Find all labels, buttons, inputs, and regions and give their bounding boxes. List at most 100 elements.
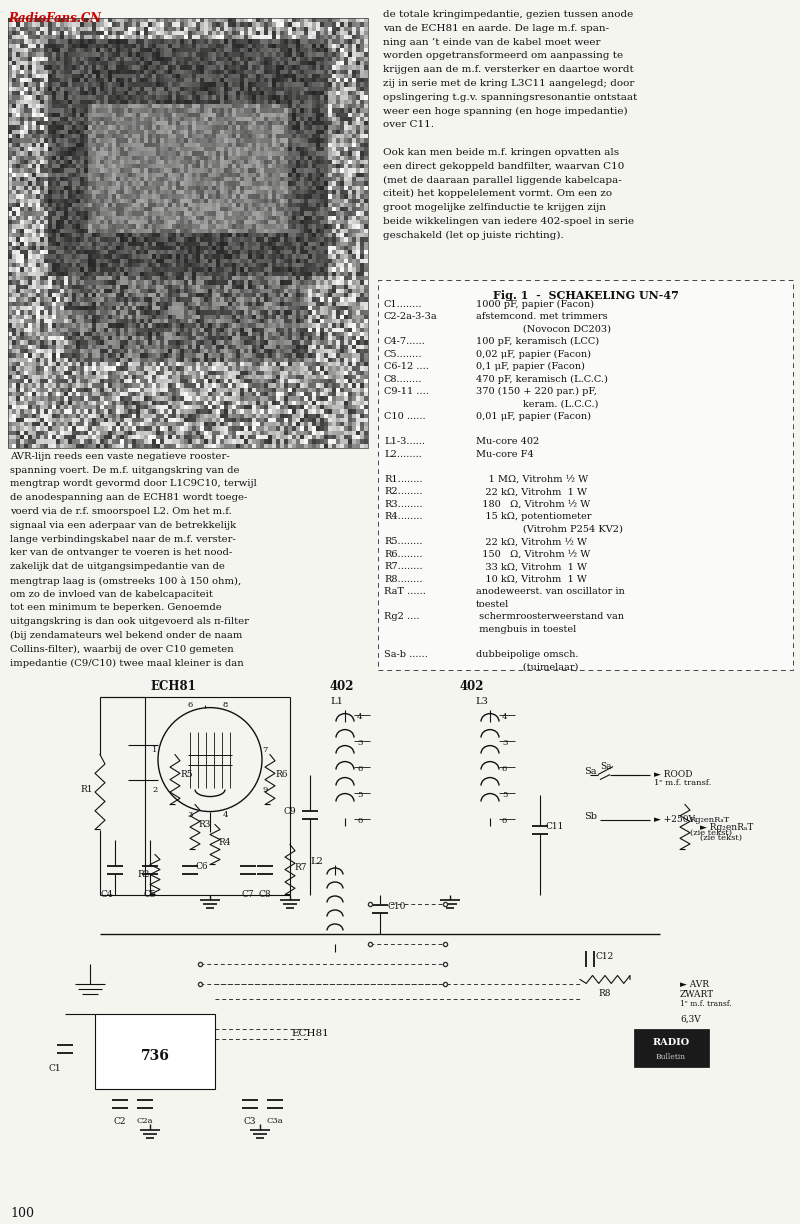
Text: 1 MΩ, Vitrohm ½ W: 1 MΩ, Vitrohm ½ W <box>476 475 588 483</box>
Text: R8: R8 <box>598 989 611 999</box>
Text: 0: 0 <box>357 816 362 825</box>
Text: C9-11 ....: C9-11 .... <box>384 387 429 397</box>
Text: R4: R4 <box>218 838 230 847</box>
Bar <box>8 18 368 448</box>
Text: 5: 5 <box>357 791 362 798</box>
Text: 22 kΩ, Vitrohm ½ W: 22 kΩ, Vitrohm ½ W <box>476 537 587 546</box>
Text: uitgangskring is dan ook uitgevoerd als π-filter: uitgangskring is dan ook uitgevoerd als … <box>10 617 249 627</box>
Text: C1: C1 <box>49 1065 62 1073</box>
Text: Rg2 ....: Rg2 .... <box>384 612 419 621</box>
Text: R6: R6 <box>275 770 287 778</box>
Text: over C11.: over C11. <box>383 120 434 130</box>
Text: (met de daaraan parallel liggende kabelcapa-: (met de daaraan parallel liggende kabelc… <box>383 175 622 185</box>
Text: C10 ......: C10 ...... <box>384 412 426 421</box>
Text: 150   Ω, Vitrohm ½ W: 150 Ω, Vitrohm ½ W <box>476 550 590 558</box>
Text: 1: 1 <box>152 745 158 754</box>
Text: L2........: L2........ <box>384 449 422 459</box>
Text: C2a: C2a <box>137 1118 154 1125</box>
Text: opslingering t.g.v. spanningsresonantie ontstaat: opslingering t.g.v. spanningsresonantie … <box>383 93 638 102</box>
Text: 180   Ω, Vitrohm ½ W: 180 Ω, Vitrohm ½ W <box>476 499 590 509</box>
Text: 6: 6 <box>502 765 507 772</box>
Text: mengtrap laag is (omstreeks 100 à 150 ohm),: mengtrap laag is (omstreeks 100 à 150 oh… <box>10 575 242 586</box>
Text: R5........: R5........ <box>384 537 422 546</box>
Text: ning aan ’t einde van de kabel moet weer: ning aan ’t einde van de kabel moet weer <box>383 38 601 47</box>
Text: ZWART: ZWART <box>680 990 714 999</box>
Text: 15 kΩ, potentiometer: 15 kΩ, potentiometer <box>476 512 591 521</box>
Text: afstemcond. met trimmers: afstemcond. met trimmers <box>476 312 608 322</box>
Text: R6........: R6........ <box>384 550 422 558</box>
Text: 3: 3 <box>502 738 507 747</box>
Text: 8: 8 <box>222 700 228 709</box>
Text: keram. (L.C.C.): keram. (L.C.C.) <box>476 400 598 409</box>
Text: R3: R3 <box>198 820 210 829</box>
Text: toestel: toestel <box>476 600 510 608</box>
Text: 3: 3 <box>187 810 193 819</box>
Text: (zie tekst): (zie tekst) <box>690 829 732 836</box>
Text: C10: C10 <box>388 902 406 911</box>
Text: de anodespanning aan de ECH81 wordt toege-: de anodespanning aan de ECH81 wordt toeg… <box>10 493 247 502</box>
Text: 4: 4 <box>222 810 228 819</box>
Text: C7: C7 <box>242 890 254 898</box>
Text: geschakeld (let op juiste richting).: geschakeld (let op juiste richting). <box>383 230 564 240</box>
Text: 470 pF, keramisch (L.C.C.): 470 pF, keramisch (L.C.C.) <box>476 375 608 384</box>
Text: C3a: C3a <box>266 1118 283 1125</box>
Text: 10 kΩ, Vitrohm  1 W: 10 kΩ, Vitrohm 1 W <box>476 575 587 584</box>
Text: R2........: R2........ <box>384 487 422 496</box>
Text: 4: 4 <box>502 712 507 721</box>
Text: C11: C11 <box>545 823 563 831</box>
Text: 1ᵉ m.f. transf.: 1ᵉ m.f. transf. <box>680 1000 732 1009</box>
Text: C2: C2 <box>114 1118 126 1126</box>
Text: 0,02 μF, papier (Facon): 0,02 μF, papier (Facon) <box>476 350 591 359</box>
Text: C6: C6 <box>196 862 208 871</box>
Text: (zie tekst): (zie tekst) <box>700 834 742 842</box>
Text: om zo de invloed van de kabelcapaciteit: om zo de invloed van de kabelcapaciteit <box>10 590 213 599</box>
Text: Collins-filter), waarbij de over C10 gemeten: Collins-filter), waarbij de over C10 gem… <box>10 645 234 654</box>
Text: ► AVR: ► AVR <box>680 980 709 989</box>
Text: Sb: Sb <box>584 812 597 821</box>
Text: 1000 pF, papier (Facon): 1000 pF, papier (Facon) <box>476 300 594 308</box>
Text: 0: 0 <box>502 816 507 825</box>
Text: een direct gekoppeld bandfilter, waarvan C10: een direct gekoppeld bandfilter, waarvan… <box>383 162 624 170</box>
Text: (bij zendamateurs wel bekend onder de naam: (bij zendamateurs wel bekend onder de na… <box>10 632 242 640</box>
Text: de totale kringimpedantie, gezien tussen anode: de totale kringimpedantie, gezien tussen… <box>383 10 634 20</box>
Text: mengtrap wordt gevormd door L1C9C10, terwijl: mengtrap wordt gevormd door L1C9C10, ter… <box>10 480 257 488</box>
Text: R7: R7 <box>294 863 306 871</box>
Text: ► +250V: ► +250V <box>654 815 695 824</box>
Text: L2: L2 <box>310 857 323 865</box>
Text: 100: 100 <box>10 1207 34 1220</box>
Text: Bulletin: Bulletin <box>656 1054 686 1061</box>
Text: AVR-lijn reeds een vaste negatieve rooster-: AVR-lijn reeds een vaste negatieve roost… <box>10 452 230 460</box>
Text: ECH81: ECH81 <box>291 1029 329 1038</box>
Text: R8........: R8........ <box>384 575 422 584</box>
Text: 0,1 μF, papier (Facon): 0,1 μF, papier (Facon) <box>476 362 585 371</box>
Text: krijgen aan de m.f. versterker en daartoe wordt: krijgen aan de m.f. versterker en daarto… <box>383 65 634 75</box>
Bar <box>634 1029 709 1067</box>
Text: spanning voert. De m.f. uitgangskring van de: spanning voert. De m.f. uitgangskring va… <box>10 465 239 475</box>
Text: R3........: R3........ <box>384 499 422 509</box>
Text: 9: 9 <box>262 786 268 793</box>
Text: (Vitrohm P254 KV2): (Vitrohm P254 KV2) <box>476 525 623 534</box>
Text: (tuimelaar): (tuimelaar) <box>476 662 578 671</box>
Text: worden opgetransformeerd om aanpassing te: worden opgetransformeerd om aanpassing t… <box>383 51 623 60</box>
Text: 0,01 μF, papier (Facon): 0,01 μF, papier (Facon) <box>476 412 591 421</box>
Text: Fig. 1  -  SCHAKELING UN-47: Fig. 1 - SCHAKELING UN-47 <box>493 290 678 301</box>
Text: L3: L3 <box>475 696 488 705</box>
Text: R1........: R1........ <box>384 475 422 483</box>
Text: 7: 7 <box>262 745 268 754</box>
Text: zij in serie met de kring L3C11 aangelegd; door: zij in serie met de kring L3C11 aangeleg… <box>383 80 634 88</box>
Text: 6,3V: 6,3V <box>680 1015 701 1024</box>
Text: Mu-core 402: Mu-core 402 <box>476 437 539 447</box>
Text: 1ᵉ m.f. transf.: 1ᵉ m.f. transf. <box>654 778 711 787</box>
Text: voerd via de r.f. smoorspoel L2. Om het m.f.: voerd via de r.f. smoorspoel L2. Om het … <box>10 507 232 517</box>
Text: 5: 5 <box>502 791 507 798</box>
Text: groot mogelijke zelfinductie te krijgen zijn: groot mogelijke zelfinductie te krijgen … <box>383 203 606 212</box>
Text: RADIO: RADIO <box>653 1038 690 1047</box>
Text: impedantie (C9/C10) twee maal kleiner is dan: impedantie (C9/C10) twee maal kleiner is… <box>10 659 244 668</box>
Text: ECH81: ECH81 <box>150 679 196 693</box>
Text: zakelijk dat de uitgangsimpedantie van de: zakelijk dat de uitgangsimpedantie van d… <box>10 562 225 572</box>
Text: weer een hoge spanning (en hoge impedantie): weer een hoge spanning (en hoge impedant… <box>383 106 628 115</box>
Bar <box>95 1015 215 1089</box>
Text: mengbuis in toestel: mengbuis in toestel <box>476 624 576 634</box>
Text: R2: R2 <box>137 870 150 879</box>
Text: lange verbindingskabel naar de m.f. verster-: lange verbindingskabel naar de m.f. vers… <box>10 535 236 543</box>
